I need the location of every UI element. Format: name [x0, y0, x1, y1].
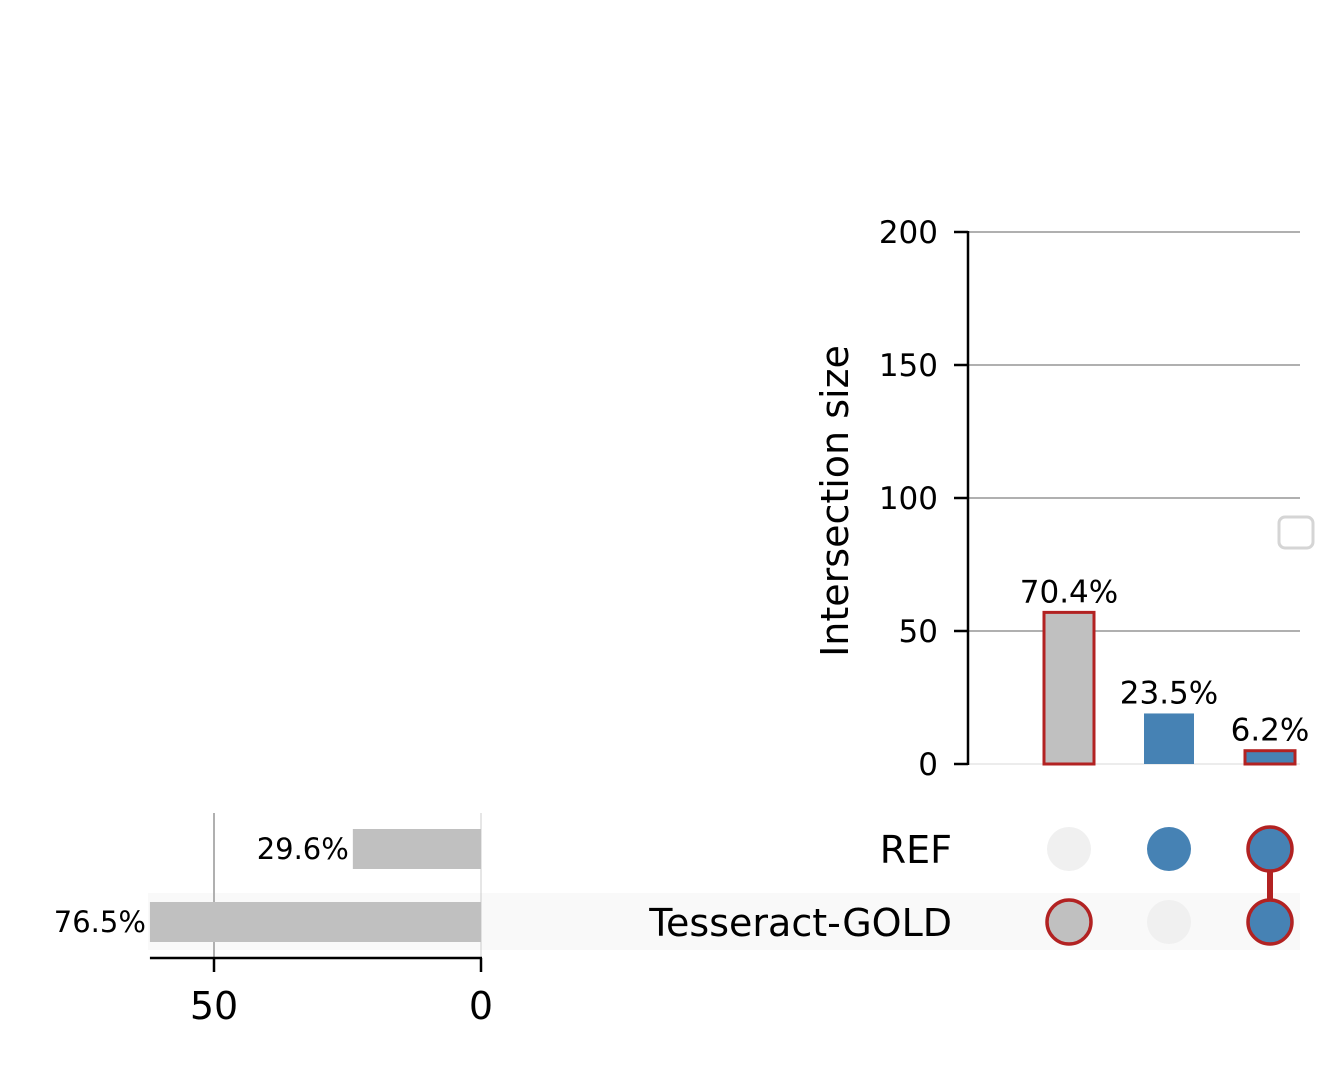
set-size-panel: 29.6% 76.5% 50 0 [54, 813, 493, 1028]
intersection-bar [1144, 713, 1194, 764]
matrix-dot-inactive [1047, 827, 1091, 871]
y-tick-label: 100 [879, 481, 938, 517]
intersection-panel: 0 50 100 150 200 Intersection size 70.4% 23.5% 6… [813, 215, 1315, 783]
matrix-dot-inactive [1147, 900, 1191, 944]
set-size-label: 76.5% [54, 905, 146, 939]
intersection-bar [1042, 610, 1096, 766]
matrix-dot-active [1246, 825, 1294, 873]
y-tick-label: 0 [918, 747, 938, 783]
set-name-label: Tesseract-GOLD [648, 901, 952, 945]
y-axis-label: Intersection size [813, 345, 857, 657]
intersection-bar-label: 70.4% [1020, 574, 1118, 610]
matrix-dot-active [1147, 827, 1191, 871]
intersection-bar-label: 23.5% [1120, 675, 1218, 711]
y-tick-label: 200 [879, 215, 938, 251]
legend-box [1277, 515, 1315, 550]
set-size-bar [149, 902, 482, 942]
set-size-label: 29.6% [257, 832, 349, 866]
y-tick-label: 50 [899, 614, 938, 650]
y-tick-label: 150 [879, 348, 938, 384]
intersection-bar [1243, 749, 1297, 766]
matrix-dot-active [1045, 898, 1093, 946]
set-name-label: REF [880, 828, 952, 872]
x-tick-label: 50 [190, 984, 238, 1028]
set-size-bar [352, 829, 481, 869]
x-tick-label: 0 [469, 984, 493, 1028]
matrix-dot-active [1246, 898, 1294, 946]
intersection-bar-label: 6.2% [1231, 713, 1310, 749]
